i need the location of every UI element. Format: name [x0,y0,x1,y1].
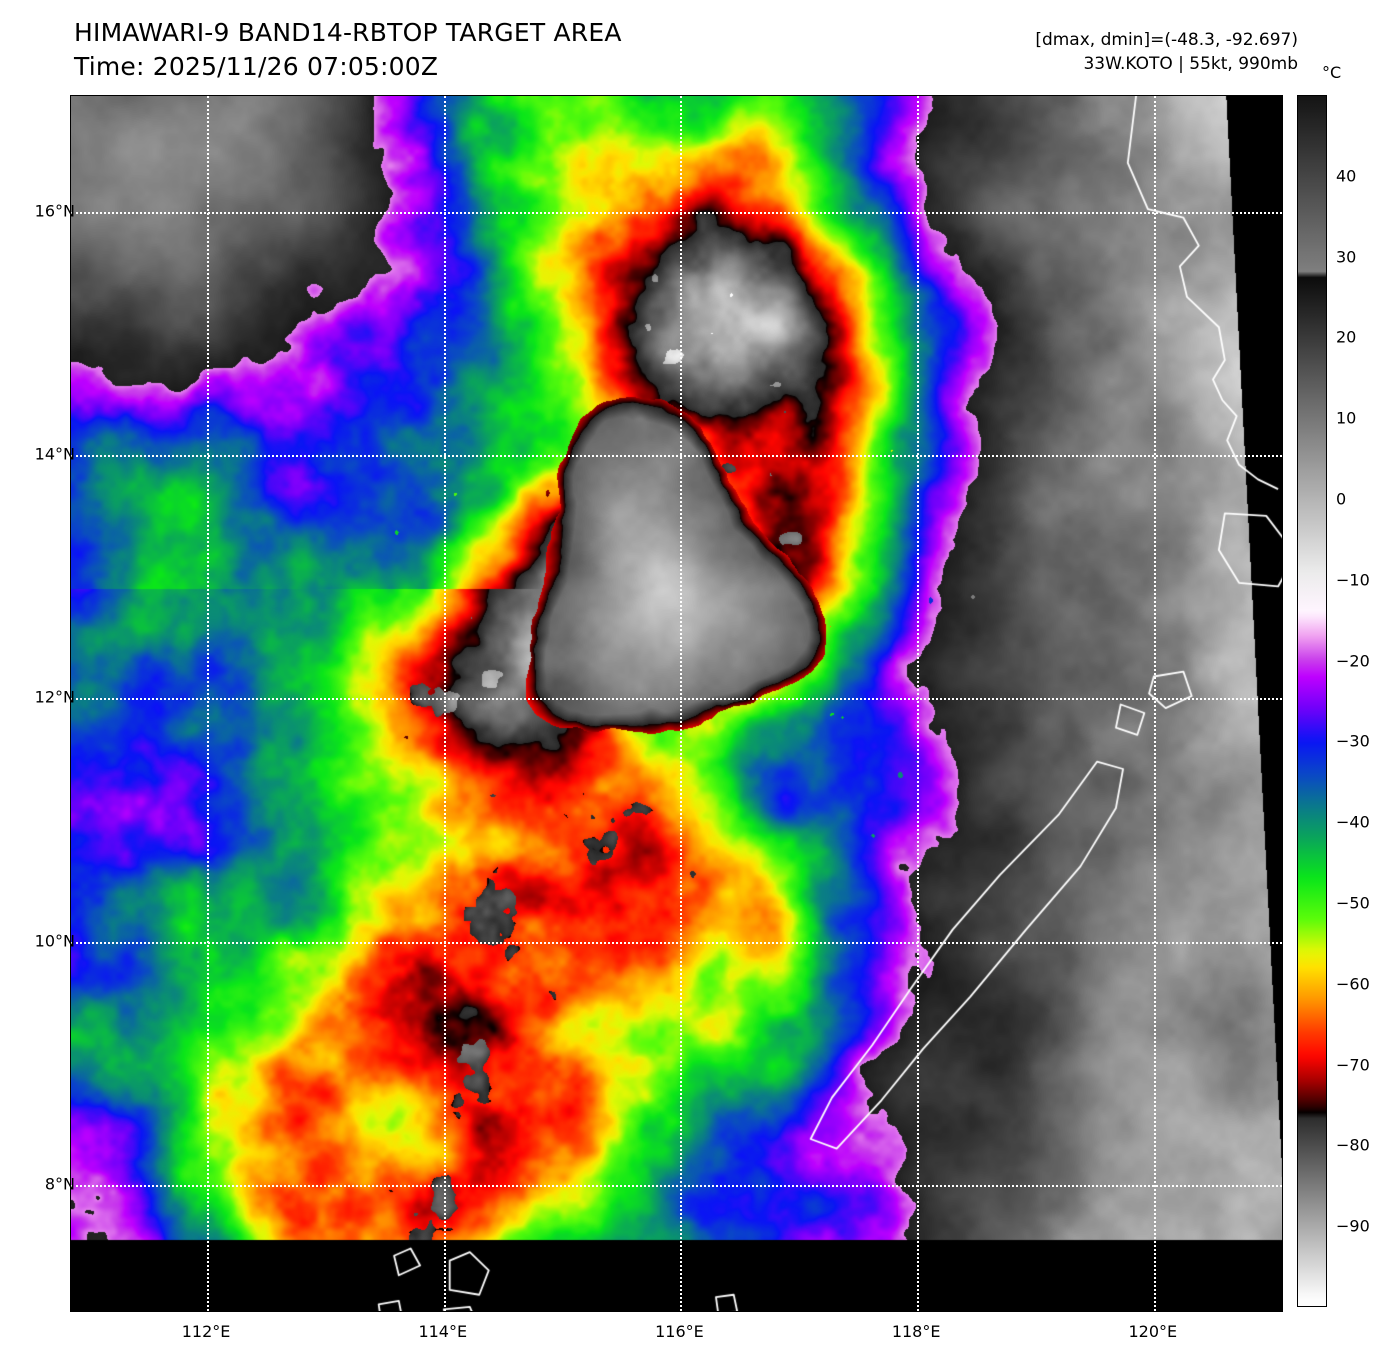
satellite-image-plot: Copyright © 2020-2025 Dapiya [70,95,1283,1312]
timestamp-label: Time: 2025/11/26 07:05:00Z [74,52,439,81]
storm-info-label: 33W.KOTO | 55kt, 990mb [1083,54,1298,74]
y-tick-label: 16°N [34,201,75,221]
colorbar-tick-label: −20 [1336,651,1370,671]
colorbar-tick-label: 40 [1336,166,1357,186]
colorbar-gradient [1298,96,1326,1306]
colorbar-tick-label: −10 [1336,570,1370,590]
colorbar-tick-label: −50 [1336,893,1370,913]
colorbar-tick-label: 20 [1336,327,1357,347]
colorbar-tick-label: −80 [1336,1135,1370,1155]
title-block: HIMAWARI-9 BAND14-RBTOP TARGET AREA Time… [74,18,622,81]
x-tick-label: 120°E [1128,1322,1178,1341]
colorbar-tick-label: −30 [1336,731,1370,751]
colorbar-tick-label: −60 [1336,974,1370,994]
colorbar-tick-label: 10 [1336,408,1357,428]
y-tick-label: 14°N [34,444,75,464]
x-tick-label: 116°E [655,1322,704,1341]
x-tick-label: 114°E [418,1322,468,1341]
y-tick-label: 10°N [34,931,75,951]
data-range-label: [dmax, dmin]=(-48.3, -92.697) [1035,30,1298,50]
colorbar-tick-label: −40 [1336,812,1370,832]
colorbar-tick-label: 30 [1336,247,1357,267]
satellite-raster [71,96,1282,1311]
metadata-block: [dmax, dmin]=(-48.3, -92.697) 33W.KOTO |… [1035,30,1298,74]
colorbar-tick-label: 0 [1336,489,1347,509]
colorbar [1297,95,1327,1307]
y-tick-label: 12°N [34,687,75,707]
x-tick-label: 118°E [891,1322,941,1341]
y-tick-label: 8°N [44,1174,75,1194]
colorbar-unit-label: °C [1322,63,1342,82]
colorbar-tick-label: −90 [1336,1216,1370,1236]
x-tick-label: 112°E [181,1322,231,1341]
colorbar-tick-label: −70 [1336,1055,1370,1075]
page-title: HIMAWARI-9 BAND14-RBTOP TARGET AREA [74,18,622,47]
